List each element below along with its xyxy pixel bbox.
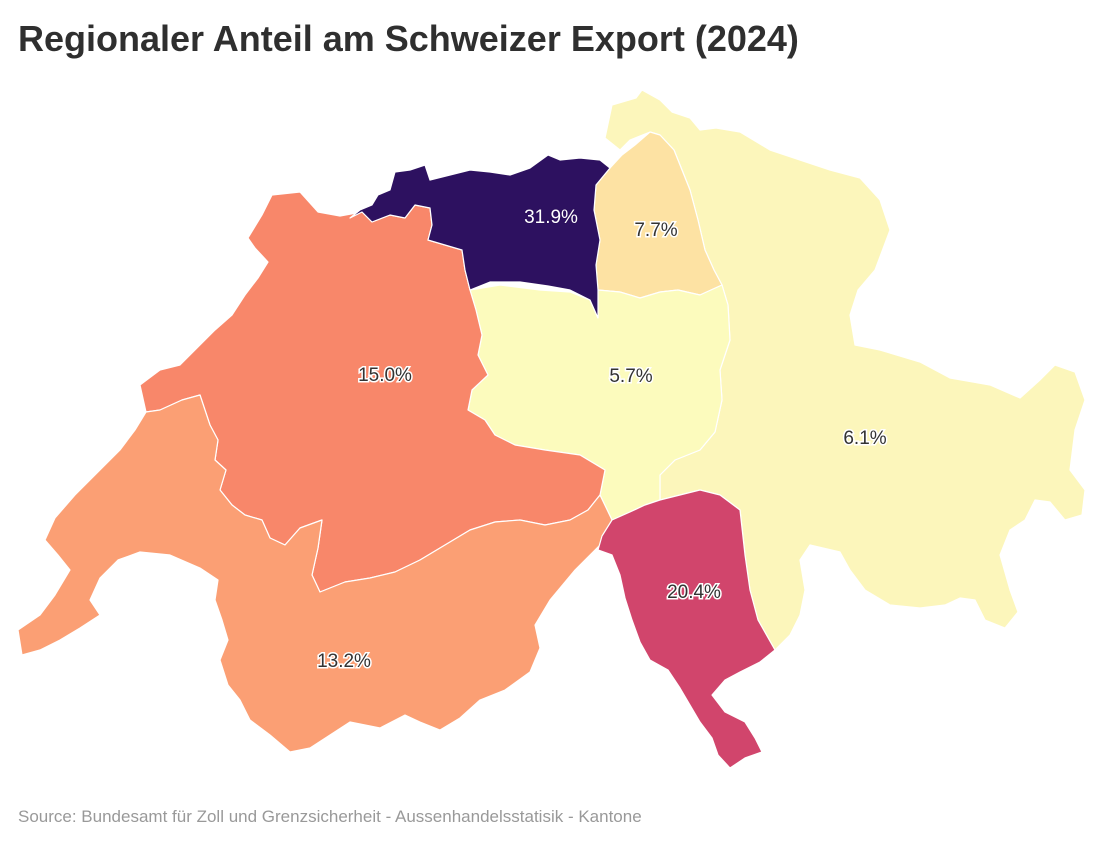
value-label-espace-mittelland: 15.0% [358, 365, 412, 386]
region-genferseeregion[interactable] [17, 394, 613, 753]
value-label-zentralschweiz: 5.7% [609, 366, 652, 387]
source-note: Source: Bundesamt für Zoll und Grenzsich… [18, 807, 642, 826]
region-nordwestschweiz[interactable] [349, 154, 611, 319]
map-title: Regionaler Anteil am Schweizer Export (2… [18, 18, 799, 59]
region-tessin[interactable] [597, 489, 776, 769]
value-label-genferseeregion: 13.2% [317, 651, 371, 672]
value-label-zuerich: 7.7% [634, 220, 677, 241]
value-label-ostschweiz: 6.1% [843, 428, 886, 449]
value-label-nordwestschweiz: 31.9% [524, 207, 578, 228]
value-label-tessin: 20.4% [667, 582, 721, 603]
